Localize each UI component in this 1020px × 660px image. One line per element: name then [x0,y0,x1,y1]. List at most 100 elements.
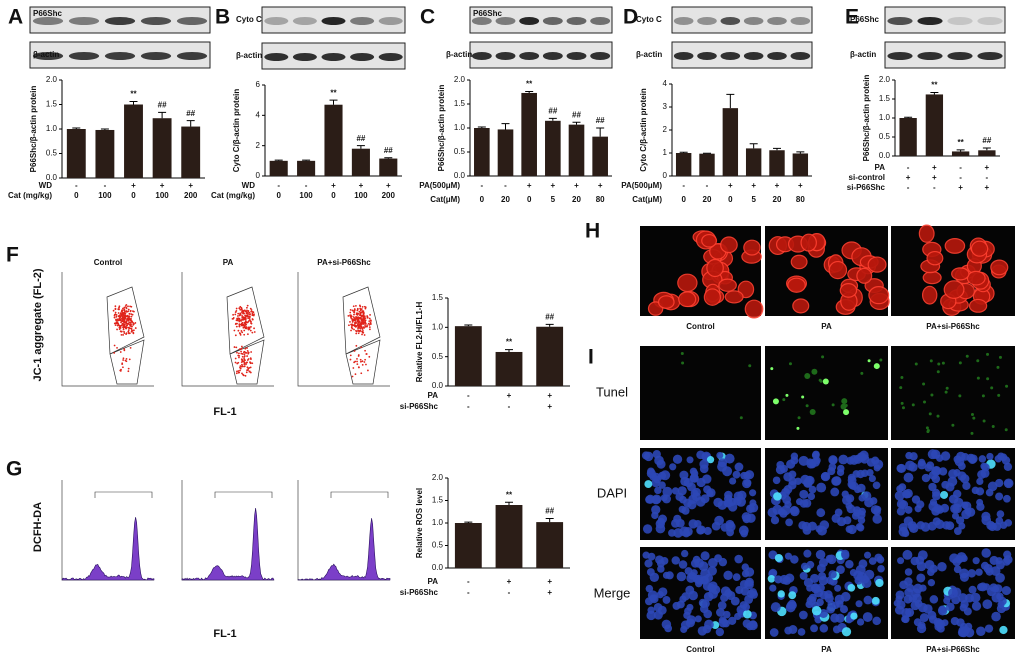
condition-value: - [986,173,989,182]
condition-value: 200 [184,191,198,200]
event-dot [235,307,238,310]
event-dot [237,312,240,315]
nucleus [830,613,840,623]
condition-value: - [467,577,470,586]
nucleus [910,600,920,611]
cell [1004,428,1008,432]
blot-band [947,52,973,60]
event-dot [247,367,250,370]
significance-mark: ## [356,134,365,143]
event-dot [251,362,254,365]
blot-label: P66Shc [33,9,62,18]
nucleus [976,498,984,506]
event-dot [358,325,361,328]
event-dot [247,369,249,372]
event-dot [352,367,355,369]
error-bar [302,159,311,161]
event-dot [249,307,252,310]
nucleus [995,492,1004,501]
nucleus [770,602,781,613]
cell [922,285,938,305]
nucleus [863,595,873,605]
cell [965,354,969,358]
event-dot [125,322,128,325]
blot-band [140,52,172,60]
nucleus [687,482,696,492]
cell [787,277,806,293]
nucleus [707,566,717,576]
event-dot [245,310,248,313]
nucleus [864,497,874,508]
blot-frame [469,41,613,69]
nucleus [774,575,783,584]
event-dot [129,321,132,324]
nucleus [711,585,721,595]
nucleus [1001,586,1011,596]
nucleus [813,456,821,465]
nucleus [703,485,712,494]
nucleus [708,558,718,568]
condition-value: - [467,391,470,400]
event-dot [127,305,129,308]
nucleus [895,590,905,600]
nucleus [732,470,741,479]
significance-mark: ## [384,146,393,155]
event-dot [119,316,122,319]
condition-value: 20 [572,195,581,204]
event-dot [350,329,352,332]
event-dot [357,366,360,369]
event-dot [242,324,245,327]
nucleus [651,472,661,482]
nucleus [802,526,812,535]
y-tick-label: 1.5 [46,100,58,109]
nucleus [689,467,698,476]
condition-value: 100 [98,191,112,200]
y-tick-label: 2.0 [454,75,466,84]
bar [497,129,514,176]
cell [998,355,1002,359]
event-dot [247,326,250,329]
event-dot [361,333,363,336]
nucleus [839,605,849,614]
cell [982,419,986,423]
nucleus [997,452,1005,461]
event-dot [361,305,364,308]
event-dot [363,334,366,336]
nucleus [696,526,705,535]
condition-value: 100 [299,191,313,200]
event-dot [132,332,135,335]
event-dot [360,315,363,317]
bar [152,118,172,178]
event-dot [125,315,127,318]
nucleus [986,452,994,461]
condition-value: + [507,577,512,586]
nucleus [810,573,820,583]
event-dot [114,324,117,327]
event-dot [347,314,350,317]
event-dot [128,358,131,361]
nucleus [819,624,829,633]
nucleus [734,554,743,564]
event-dot [238,352,240,355]
event-dot [234,334,237,337]
nucleus [645,494,655,504]
nucleus [779,464,788,473]
nucleus [806,560,815,569]
cell [941,361,945,365]
image-label: PA [821,322,832,331]
event-dot [240,330,243,332]
condition-value: + [188,181,193,190]
histogram-axes [61,480,154,581]
cell [926,430,930,434]
image-label: PA+si-P66Shc [926,645,980,654]
event-dot [127,367,130,370]
event-dot [365,353,368,355]
blot-band [68,17,100,25]
condition-value: + [932,173,937,182]
event-dot [247,321,249,323]
flow-x-label: FL-1 [213,406,236,418]
significance-mark: ## [186,109,195,118]
nucleus [718,616,727,624]
condition-value: - [508,588,511,597]
condition-value: - [959,173,962,182]
